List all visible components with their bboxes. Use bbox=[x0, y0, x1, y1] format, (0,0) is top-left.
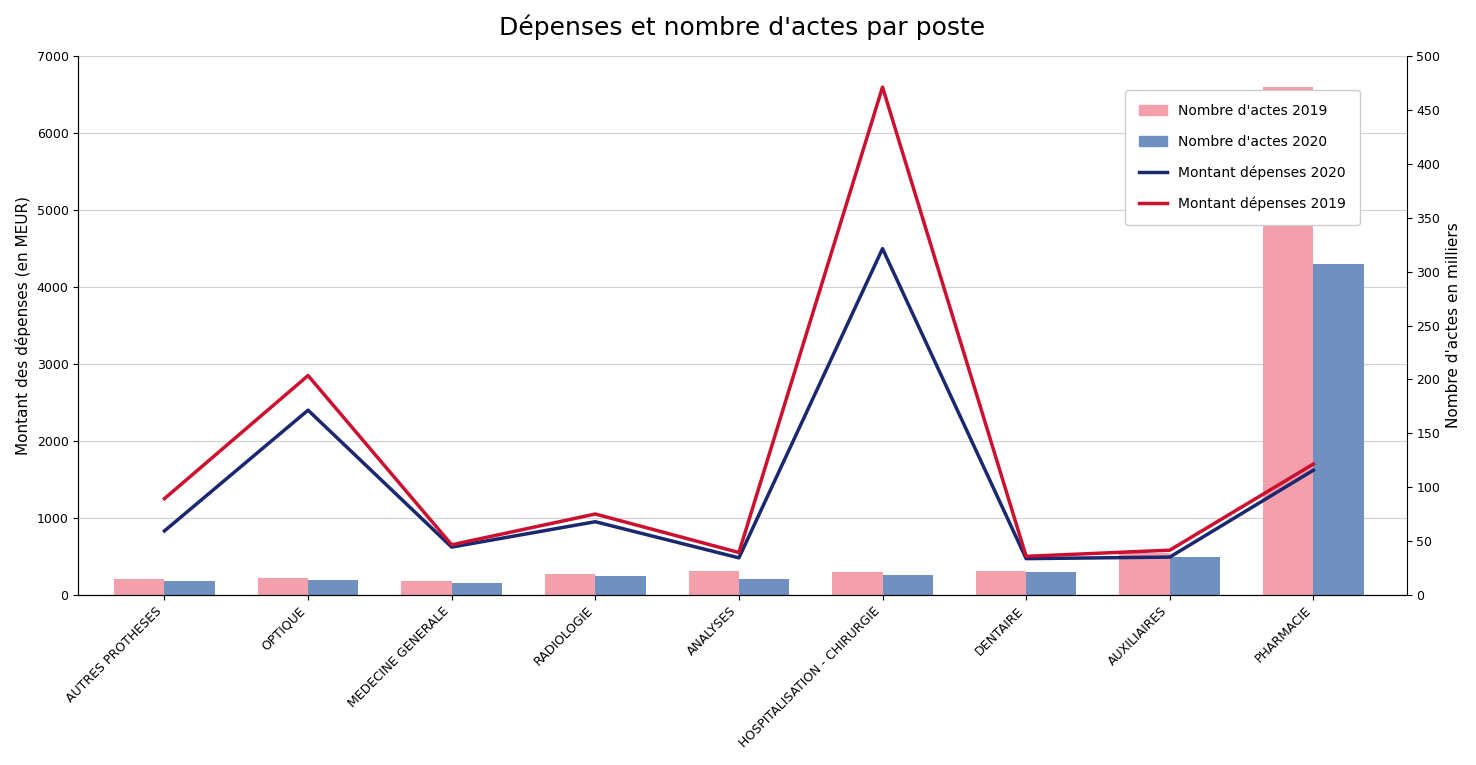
Bar bbox=[1026, 572, 1076, 595]
Bar bbox=[976, 571, 1026, 595]
Title: Dépenses et nombre d'actes par poste: Dépenses et nombre d'actes par poste bbox=[499, 15, 986, 41]
Y-axis label: Montant des dépenses (en MEUR): Montant des dépenses (en MEUR) bbox=[15, 196, 31, 455]
Bar bbox=[308, 580, 359, 595]
Legend: Nombre d'actes 2019, Nombre d'actes 2020, Montant dépenses 2020, Montant dépense: Nombre d'actes 2019, Nombre d'actes 2020… bbox=[1125, 90, 1359, 225]
Bar bbox=[258, 578, 308, 595]
Bar bbox=[1314, 264, 1364, 595]
Bar bbox=[1119, 553, 1170, 595]
Bar bbox=[883, 575, 933, 595]
Bar bbox=[1170, 557, 1221, 595]
Bar bbox=[832, 572, 883, 595]
Bar bbox=[545, 574, 595, 595]
Bar bbox=[401, 581, 452, 595]
Y-axis label: Nombre d'actes en milliers: Nombre d'actes en milliers bbox=[1446, 223, 1461, 428]
Bar bbox=[164, 581, 214, 595]
Bar bbox=[1263, 87, 1314, 595]
Bar bbox=[689, 571, 739, 595]
Bar bbox=[739, 578, 790, 595]
Bar bbox=[595, 576, 645, 595]
Bar bbox=[452, 583, 502, 595]
Bar bbox=[114, 579, 164, 595]
